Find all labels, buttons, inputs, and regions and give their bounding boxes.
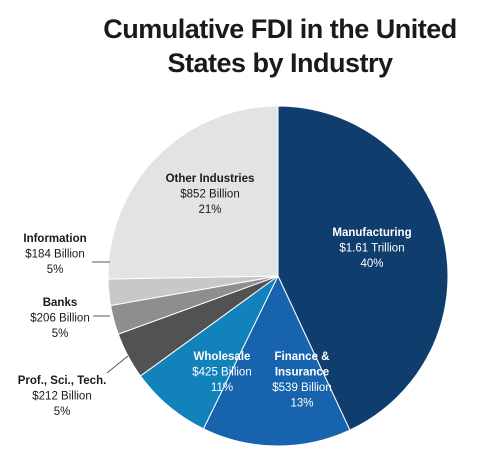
slice-percent-prof-sci-tech: 5% bbox=[54, 406, 71, 418]
slice-value-information: $184 Billion bbox=[25, 249, 84, 261]
slice-percent-manufacturing: 40% bbox=[360, 258, 383, 270]
slice-value-prof-sci-tech: $212 Billion bbox=[32, 391, 91, 403]
slice-percent-information: 5% bbox=[47, 264, 64, 276]
pie-slice-finance-and-insurance bbox=[202, 274, 351, 447]
slice-value-wholesale: $425 Billion bbox=[192, 367, 251, 379]
slice-value-other-industries: $852 Billion bbox=[180, 189, 239, 201]
slice-label-finance-and-insurance: Finance & Insurance $539 Billion 13% bbox=[272, 351, 331, 410]
slice-percent-wholesale: 11% bbox=[211, 382, 233, 394]
slice-name-information: Information bbox=[23, 233, 86, 245]
slice-label-other-industries: Other Industries $852 Billion 21% bbox=[166, 173, 255, 216]
slice-name-finance-and-insurance-2: Insurance bbox=[275, 367, 329, 379]
slice-name-banks: Banks bbox=[43, 297, 78, 309]
slice-name-other-industries: Other Industries bbox=[166, 173, 255, 185]
leader-line-prof-sci-tech bbox=[106, 355, 129, 374]
slice-percent-banks: 5% bbox=[52, 328, 69, 340]
slice-label-banks: Banks $206 Billion 5% bbox=[30, 297, 89, 340]
slice-percent-other-industries: 21% bbox=[198, 204, 221, 216]
slice-name-manufacturing: Manufacturing bbox=[332, 227, 411, 239]
slice-value-finance-and-insurance: $539 Billion bbox=[272, 382, 331, 394]
pie-slice-other-industries bbox=[107, 105, 279, 280]
chart-title-line-2: States by Industry bbox=[167, 48, 393, 78]
slice-label-wholesale: Wholesale $425 Billion 11% bbox=[192, 351, 251, 394]
slice-value-banks: $206 Billion bbox=[30, 313, 89, 325]
slice-name-wholesale: Wholesale bbox=[194, 351, 251, 363]
slice-value-manufacturing: $1.61 Trillion bbox=[339, 243, 404, 255]
slice-percent-finance-and-insurance: 13% bbox=[290, 398, 313, 410]
slice-name-prof-sci-tech: Prof., Sci., Tech. bbox=[18, 375, 107, 387]
slice-label-prof-sci-tech: Prof., Sci., Tech. $212 Billion 5% bbox=[18, 375, 107, 418]
chart-title: Cumulative FDI in the United States by I… bbox=[100, 12, 460, 80]
slice-label-manufacturing: Manufacturing $1.61 Trillion 40% bbox=[332, 227, 411, 270]
chart-title-line-1: Cumulative FDI in the United bbox=[103, 14, 457, 44]
pie-slice-manufacturing bbox=[277, 105, 449, 431]
slice-label-information: Information $184 Billion 5% bbox=[23, 233, 86, 276]
slice-name-finance-and-insurance-1: Finance & bbox=[275, 351, 330, 363]
